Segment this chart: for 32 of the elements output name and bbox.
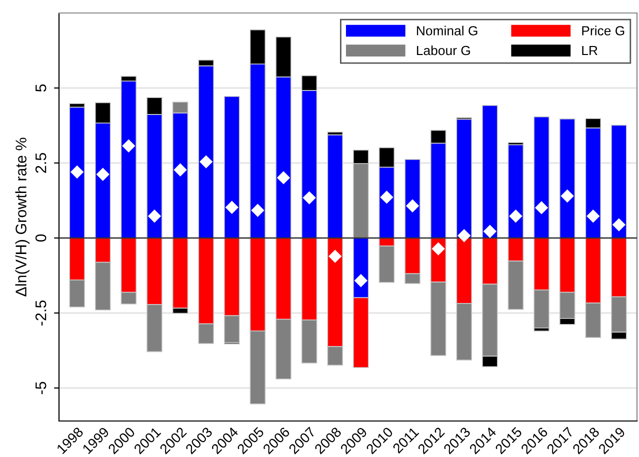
point [586, 210, 600, 223]
y-tick-label: -2.5 [35, 300, 46, 326]
point [122, 139, 136, 152]
point [276, 171, 290, 184]
point [302, 191, 316, 204]
point [483, 224, 497, 238]
y-tick-label: 2.5 [35, 153, 46, 173]
legend-label: Price G [582, 26, 624, 36]
y-tick-label: 0 [35, 234, 46, 242]
point [406, 199, 420, 212]
y-tick-label: 5 [36, 84, 46, 92]
point [534, 201, 548, 214]
y-axis-title: Δln(V/H) Growth rate % [15, 138, 30, 296]
point [174, 163, 187, 176]
point [199, 155, 213, 168]
point [148, 210, 162, 223]
legend-label: LR [582, 46, 598, 56]
point [380, 190, 394, 204]
point [70, 165, 84, 179]
legend-label: Labour G [416, 45, 470, 56]
point [225, 200, 238, 214]
point [328, 250, 342, 263]
point [432, 242, 445, 256]
legend-label: Nominal G [416, 26, 478, 36]
point [612, 218, 626, 232]
point [96, 168, 110, 181]
point [251, 204, 264, 217]
point [354, 274, 368, 288]
point [509, 210, 522, 223]
y-tick-label: -5 [36, 382, 46, 394]
point [458, 229, 471, 242]
point [560, 189, 574, 203]
